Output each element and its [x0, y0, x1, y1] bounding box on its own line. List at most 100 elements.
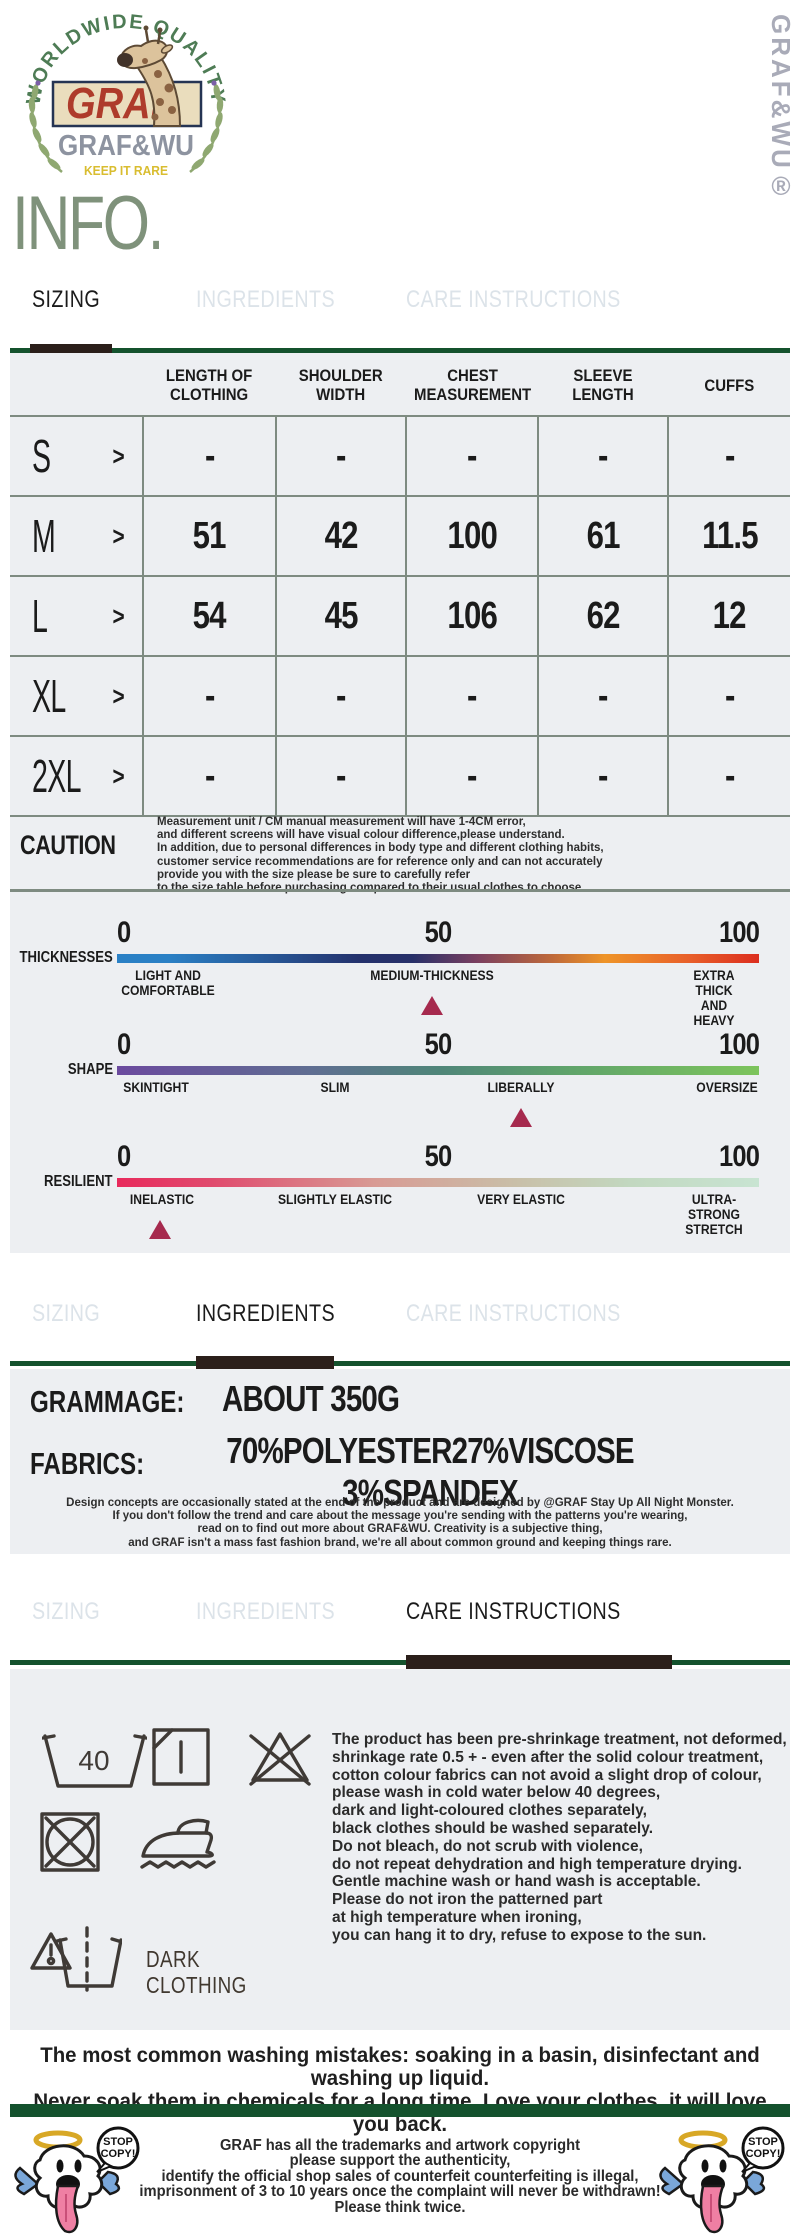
col-length: LENGTH OF CLOTHING — [166, 365, 253, 405]
tab-sizing[interactable]: SIZING — [32, 286, 101, 313]
cell-value: 62 — [586, 594, 620, 637]
thickness-gradient-bar — [117, 954, 759, 963]
do-not-tumble-dry-icon — [40, 1812, 100, 1872]
tab-sizing[interactable]: SIZING — [32, 1300, 101, 1327]
table-row-2xl: 2XL > - - - - - — [10, 735, 790, 817]
col-shoulder: SHOULDER WIDTH — [299, 365, 383, 405]
scale-label: MEDIUM-THICKNESS — [370, 968, 494, 983]
table-row-s: S > - - - - - — [10, 415, 790, 496]
stop-copy-text: STOP — [103, 2136, 133, 2148]
brand-logo: WORLDWIDE QUALITY GRAF GRAF&WU KEE — [23, 11, 228, 178]
cell-value: 11.5 — [701, 514, 758, 557]
tab-ingredients[interactable]: INGREDIENTS — [196, 286, 336, 313]
iron-on-cloth-icon — [140, 1818, 216, 1869]
shade-drip-dry-icon — [152, 1728, 210, 1786]
tab-care-instructions[interactable]: CARE INSTRUCTIONS — [406, 1300, 621, 1327]
care-panel — [10, 1669, 790, 2030]
tick-0: 0 — [117, 1140, 131, 1173]
tick-100: 100 — [718, 916, 760, 949]
cell-value: - — [467, 754, 477, 797]
tab-care-instructions[interactable]: CARE INSTRUCTIONS — [406, 1598, 621, 1625]
col-cuffs: CUFFS — [704, 375, 754, 395]
col-chest: CHEST MEASUREMENT — [413, 365, 532, 405]
stop-copy-text: COPY! — [101, 2148, 136, 2160]
cell-value: - — [724, 754, 735, 797]
wash-temp-text: 40 — [78, 1745, 109, 1776]
table-row-m: M > 51 42 100 61 11.5 — [10, 495, 790, 576]
grammage-value: ABOUT 350G — [222, 1378, 400, 1419]
do-not-bleach-icon — [249, 1732, 311, 1786]
scale-label: VERY ELASTIC — [477, 1192, 565, 1207]
tick-100: 100 — [718, 1028, 760, 1061]
active-tab-indicator — [406, 1655, 672, 1670]
dark-wash-warning-icon — [30, 1926, 122, 1992]
scale-label: OVERSIZE — [696, 1080, 758, 1095]
tick-50: 50 — [424, 1028, 453, 1061]
grammage-label: GRAMMAGE: — [30, 1384, 185, 1419]
cell-value: - — [336, 434, 346, 477]
giraffe-icon — [117, 25, 182, 127]
tabbar-care: SIZING INGREDIENTS CARE INSTRUCTIONS — [0, 1598, 800, 1628]
vertical-brand-text: GRAF&WU® — [766, 14, 796, 204]
caution-divider — [10, 889, 790, 892]
scale-label: SKINTIGHT — [123, 1080, 189, 1095]
cell-value: 42 — [324, 514, 358, 557]
fabrics-value-line2: 3%SPANDEX — [342, 1472, 519, 1513]
care-instructions-text: The product has been pre-shrinkage treat… — [332, 1731, 787, 1944]
ingredients-note: Design concepts are occasionally stated … — [66, 1497, 734, 1549]
ingredients-panel — [10, 1369, 790, 1554]
scale-label: LIGHT AND COMFORTABLE — [121, 968, 215, 998]
cell-value: 54 — [192, 594, 227, 637]
copyright-text: GRAF has all the trademarks and artwork … — [139, 2137, 661, 2216]
stop-copy-text: COPY! — [746, 2148, 781, 2160]
cell-value: - — [724, 674, 735, 717]
cell-value: - — [336, 674, 346, 717]
table-header-row: LENGTH OF CLOTHING SHOULDER WIDTH CHEST … — [10, 356, 790, 416]
shape-scale: SHAPE 0 50 100 SKINTIGHT SLIM LIBERALLY … — [10, 1030, 790, 1142]
cell-value: - — [204, 674, 215, 717]
scale-name: SHAPE — [67, 1061, 113, 1078]
size-label: S — [32, 430, 51, 482]
dark-clothing-label: DARK CLOTHING — [146, 1946, 247, 1998]
fabrics-label: FABRICS: — [30, 1446, 145, 1481]
tab-ingredients[interactable]: INGREDIENTS — [196, 1300, 336, 1327]
size-label: M — [32, 510, 56, 562]
chevron-right-icon: > — [112, 520, 125, 551]
chevron-right-icon: > — [112, 760, 125, 791]
shape-marker-icon — [510, 1108, 532, 1127]
cell-value: - — [598, 754, 608, 797]
tab-sizing[interactable]: SIZING — [32, 1598, 101, 1625]
tick-50: 50 — [424, 916, 453, 949]
laurel-branch-left-icon — [28, 80, 63, 173]
scale-label: EXTRA THICK AND HEAVY — [693, 968, 735, 1028]
tab-ingredients[interactable]: INGREDIENTS — [196, 1598, 336, 1625]
page-title: INFO. — [12, 181, 165, 266]
logo-grafwu-text: GRAF&WU — [58, 130, 194, 162]
cell-value: 51 — [192, 514, 227, 557]
table-row-xl: XL > - - - - - — [10, 655, 790, 736]
cell-value: - — [467, 674, 477, 717]
scale-label: INELASTIC — [129, 1192, 195, 1207]
cell-value: 12 — [712, 594, 747, 637]
cell-value: 45 — [324, 594, 358, 637]
size-label: XL — [32, 670, 66, 722]
cell-value: 106 — [447, 594, 497, 637]
cell-value: - — [336, 754, 346, 797]
resilient-gradient-bar — [117, 1178, 759, 1187]
chevron-right-icon: > — [112, 600, 125, 631]
stop-copy-ghost-right-icon: STOP COPY! — [659, 2126, 785, 2234]
fabrics-value-line1: 70%POLYESTER27%VISCOSE — [226, 1430, 634, 1471]
cell-value: - — [204, 754, 215, 797]
logo-tagline: KEEP IT RARE — [84, 163, 168, 178]
table-row-l: L > 54 45 106 62 12 — [10, 575, 790, 656]
thickness-marker-icon — [421, 996, 443, 1015]
section-rule — [10, 348, 790, 353]
stop-copy-ghost-left-icon: STOP COPY! — [14, 2126, 140, 2234]
thickness-scale: THICKNESSES 0 50 100 LIGHT AND COMFORTAB… — [10, 918, 790, 1030]
cell-value: 61 — [586, 514, 620, 557]
tab-care-instructions[interactable]: CARE INSTRUCTIONS — [406, 286, 621, 313]
cell-value: - — [598, 434, 608, 477]
shape-gradient-bar — [117, 1066, 759, 1075]
scale-label: ULTRA-STRONG STRETCH — [685, 1192, 743, 1237]
